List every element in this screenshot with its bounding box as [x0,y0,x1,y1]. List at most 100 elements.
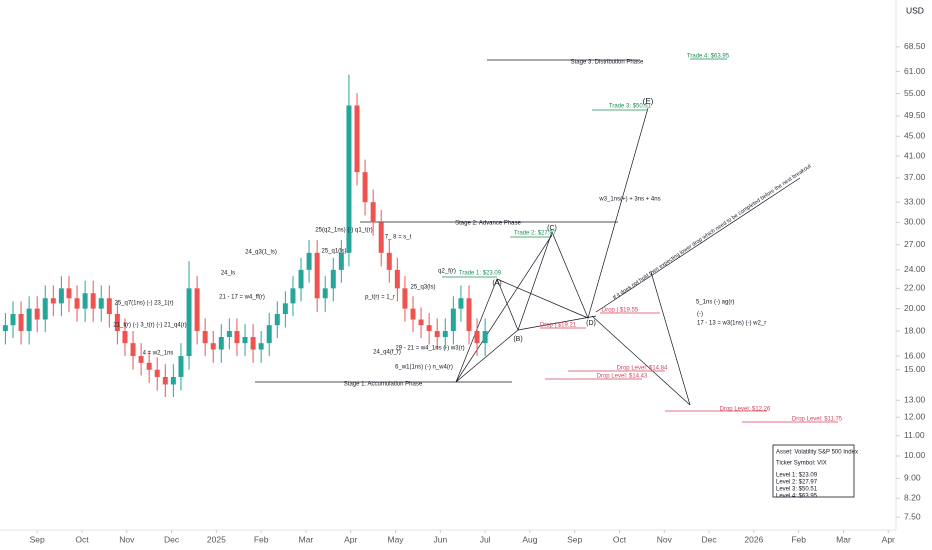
candle-body [194,288,200,332]
y-tick-label: 30.00 [904,217,926,227]
annotation: (-) [697,312,703,318]
candle-body [218,337,224,350]
x-tick-label: Dec [702,534,718,544]
candle-body [66,288,72,299]
candle-body [434,331,440,338]
drop-level-label: Drop | $19.55 [602,308,639,314]
candle-body [394,269,400,289]
candle-body [226,331,232,338]
candle-body [482,331,488,344]
candle-body [346,105,352,253]
channel-line [455,234,553,383]
candle-body [170,376,176,385]
annotation: (A) [492,280,501,287]
candle-body [410,308,416,320]
annotation: 21_t(r) (-) 3_t(r) (-) 21_q4(r) [113,323,186,329]
candle-body [10,314,16,326]
drawings [255,58,855,498]
y-tick-label: 45.00 [904,130,926,140]
candle-body [138,356,144,363]
x-tick-label: Feb [254,534,269,544]
annotation: 25_q7(1ns) (-) 23_1(r) [114,301,173,307]
y-tick-label: 68.50 [904,41,926,51]
y-tick-label: 61.00 [904,66,926,76]
candle-body [418,319,424,326]
info-line: Level 2: $27.97 [776,480,818,486]
y-tick-label: 16.00 [904,350,926,360]
x-tick-label: Nov [657,534,673,544]
annotation: 29 - 21 = w4_1ns (-) w3(r) [395,346,464,352]
info-line: Level 4: $63.95 [776,494,818,500]
x-tick-label: Oct [75,534,89,544]
y-tick-label: 27.00 [904,239,926,249]
x-tick-label: Dec [164,534,180,544]
candle-body [282,303,288,315]
annotation: (C) [547,225,557,232]
candle-body [186,288,192,357]
currency-label: USD [906,5,924,15]
y-tick-label: 11.00 [904,430,925,440]
info-line: Ticker Symbol: VIX [776,461,827,467]
candle-body [234,331,240,344]
annotation: 25(q2_1ns) (-) q1_t(r) [315,228,372,234]
x-tick-label: Oct [613,534,627,544]
y-tick-label: 15.00 [904,364,926,374]
annotation: 17 - 13 = w3(1ns) (-) w2_r [697,321,766,327]
annotation: (B) [513,336,522,343]
candle-body [402,288,408,309]
x-tick-label: Mar [299,534,314,544]
x-tick-label: Nov [119,534,135,544]
y-tick-label: 7.50 [904,511,921,521]
candle-body [322,288,328,299]
candle-body [386,252,392,270]
candle-body [2,325,8,332]
annotation: 24_q4(f_r) [373,350,401,356]
info-line: Level 1: $23.09 [776,473,818,479]
candle-body [162,376,168,385]
candle-body [426,325,432,332]
candle-body [98,298,104,309]
candle-body [338,252,344,270]
annotation: 21 - 17 = w4_ff(r) [219,295,265,301]
x-tick-label: 2025 [207,534,226,544]
annotation: 7_ 8 = s_t [385,235,412,241]
trade-level-label: Trade 2: $27.97 [514,231,557,237]
drop-path [591,315,691,406]
candle-body [178,356,184,377]
candle-body [74,298,80,309]
y-tick-label: 37.00 [904,172,926,182]
candle-body [314,252,320,299]
y-tick-label: 10.00 [904,450,926,460]
x-tick-label: 2026 [744,534,763,544]
candle-body [290,288,296,304]
y-tick-label: 13.00 [904,394,926,404]
drop-level-label: Drop Level: $11.75 [792,417,843,423]
y-tick-label: 55.00 [904,88,926,98]
annotation: 25_q3(ls) [410,285,435,291]
candle-body [466,298,472,332]
y-tick-label: 20.00 [904,303,926,313]
channel-line [455,329,519,383]
breakout-line [595,177,801,313]
annotation: 24_ls [221,271,235,277]
trade-level-label: Trade 1: $23.09 [459,271,502,277]
candle-body [474,331,480,344]
info-box [772,444,855,498]
x-tick-label: May [388,534,405,544]
info-line: Level 3: $50.51 [776,487,818,493]
y-tick-label: 18.00 [904,325,926,335]
x-tick-label: Sep [567,534,582,544]
y-tick-label: 22.00 [904,283,926,293]
candle-body [58,288,64,304]
candle-body [298,269,304,289]
drop-level-label: Drop Level: $14.84 [617,366,668,372]
annotation: (E) [643,97,654,106]
candle-body [26,308,32,332]
candle-body [378,222,384,253]
y-tick-label: 41.00 [904,150,926,160]
y-tick-label: 33.00 [904,196,926,206]
candle-body [90,293,96,309]
annotation: 6_w1(1ns) (-) n_w4(r) [395,365,453,371]
